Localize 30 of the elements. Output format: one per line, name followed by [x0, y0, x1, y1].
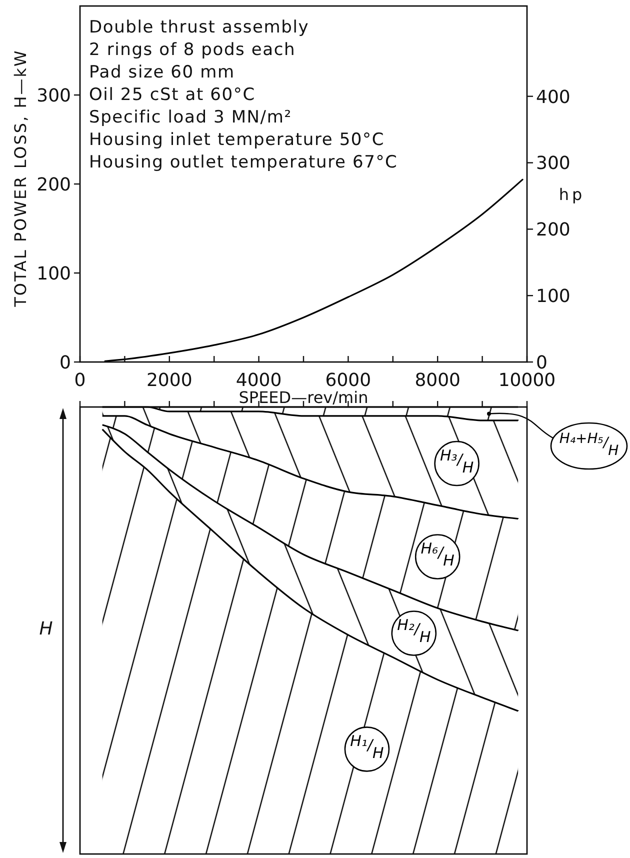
y2-tick-label: 100 [536, 286, 570, 308]
y-tick-label: 200 [36, 174, 71, 196]
series-label: H₂/H [397, 616, 431, 646]
annotation: Housing inlet temperature 50°C [89, 130, 385, 150]
y2-tick-label: 300 [536, 153, 570, 174]
y2-axis-title: hp [558, 185, 586, 204]
annotation: 2 rings of 8 pods each [89, 40, 296, 60]
annotation: Oil 25 cSt at 60°C [89, 85, 256, 105]
series-label: H₃/H [440, 446, 474, 477]
x-tick-label: 6000 [325, 370, 372, 391]
annotation: Pad size 60 mm [89, 62, 235, 82]
y2-tick-label: 400 [536, 86, 570, 108]
x-tick-label: 4000 [236, 370, 282, 391]
series-label: H₁/H [350, 732, 384, 762]
y-axis-title: TOTAL POWER LOSS, H—kW [10, 49, 30, 308]
x-tick-label: 8000 [414, 370, 461, 391]
x-axis-title: SPEED—rev/min [238, 388, 368, 407]
annotation: Specific load 3 MN/m² [89, 108, 292, 128]
y2-tick-label: 200 [536, 220, 570, 241]
y-axis-title: H [39, 618, 54, 640]
x-tick-label: 0 [74, 370, 86, 391]
y-tick-label: 100 [36, 263, 71, 284]
annotation: Double thrust assembly [89, 18, 310, 38]
y-tick-label: 0 [60, 352, 71, 374]
line-series [104, 178, 524, 362]
x-tick-label: 2000 [146, 370, 192, 391]
series-label: H₆/H [420, 540, 454, 570]
y-tick-label: 300 [36, 85, 71, 106]
text: H₄+H₅/H [559, 431, 620, 459]
annotation: Housing outlet temperature 67°C [89, 152, 398, 172]
